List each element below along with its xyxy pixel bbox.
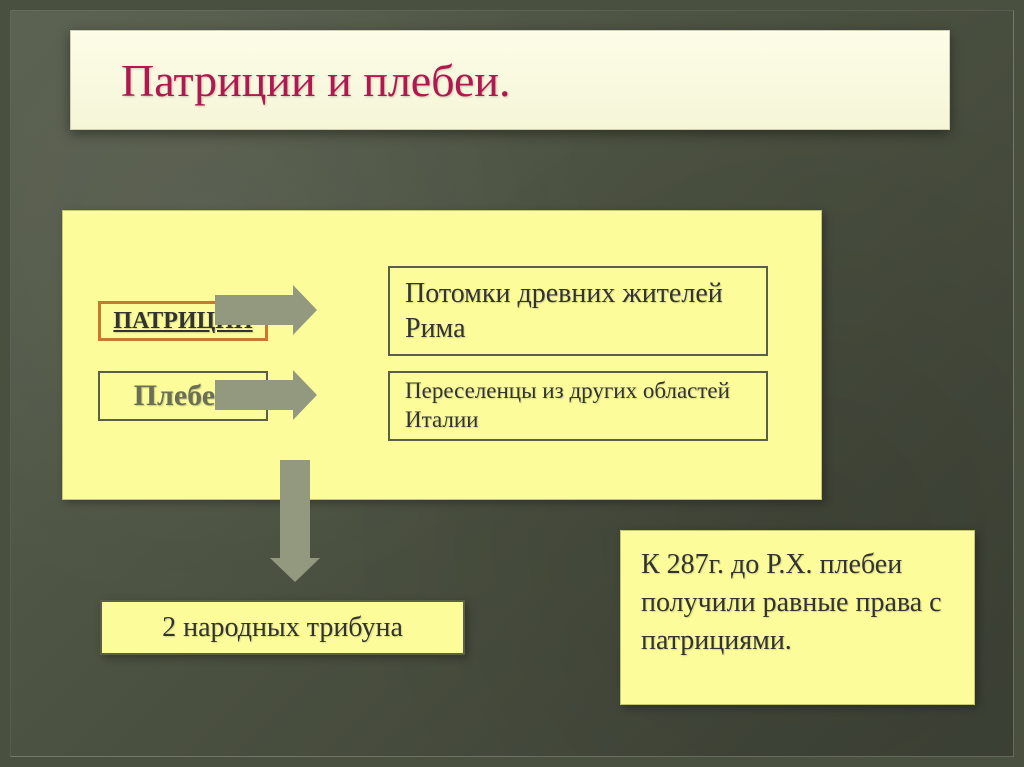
main-diagram-panel: ПАТРИЦИИ Плебеи Потомки древних жителей …	[62, 210, 822, 500]
potomki-box: Потомки древних жителей Рима	[388, 266, 768, 356]
tribuna-box: 2 народных трибуна	[100, 600, 465, 655]
title-panel: Патриции и плебеи.	[70, 30, 950, 130]
pereselency-box: Переселенцы из других областей Италии	[388, 371, 768, 441]
arrow-down-to-tribuna	[280, 460, 310, 560]
arrow-plebei-to-pereselency	[215, 380, 295, 410]
rights-box: К 287г. до Р.Х. плебеи получили равные п…	[620, 530, 975, 705]
arrow-patricii-to-potomki	[215, 295, 295, 325]
slide-title: Патриции и плебеи.	[121, 54, 511, 107]
